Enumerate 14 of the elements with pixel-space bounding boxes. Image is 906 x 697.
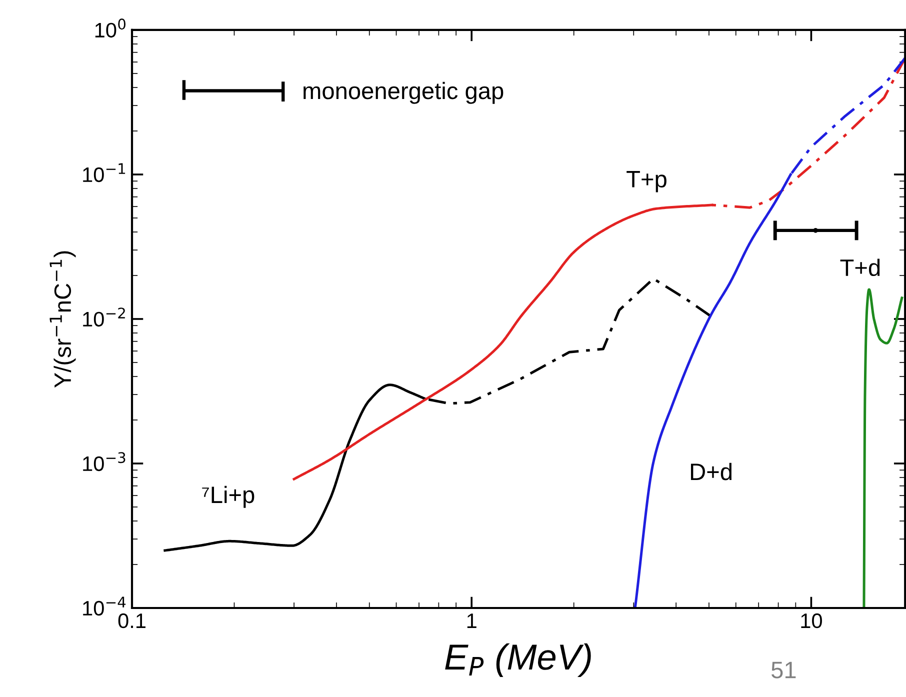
y-tick-label: 10$^{0}$: [95, 18, 126, 38]
series-label: D+d: [690, 462, 732, 480]
series-label: ⁷Li+p: [202, 486, 254, 508]
legend-label: monoenergetic gap: [304, 82, 504, 104]
text: 51: [772, 662, 796, 678]
series-label: T+d: [840, 258, 880, 276]
y-tick-label: 10$^{−3}$: [83, 452, 126, 472]
y-tick-label: 10$^{−1}$: [83, 163, 126, 182]
y-tick-label: 10$^{−2}$: [83, 308, 125, 327]
series-label: T+p: [626, 171, 666, 192]
x-axis-title: E$_{P}$ (MeV): [445, 643, 591, 678]
x-tick-label: 10: [801, 613, 822, 628]
x-tick-label: 1: [467, 614, 476, 628]
y-axis-title: Y/(sr$^{−1}$nC$^{−1}$): [50, 251, 76, 388]
